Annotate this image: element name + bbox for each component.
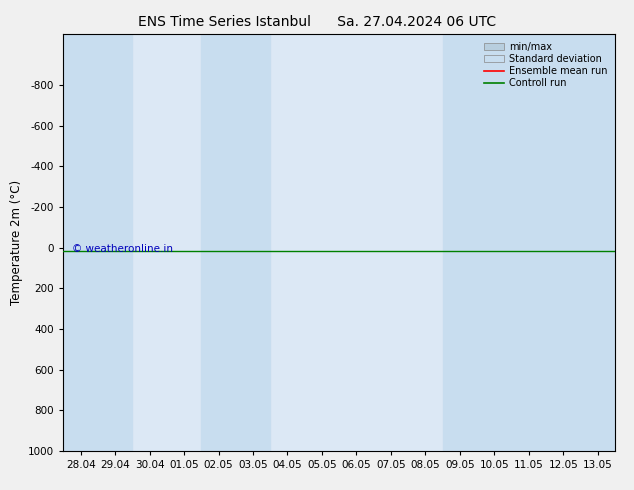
Bar: [443, 34, 615, 451]
Text: ENS Time Series Istanbul      Sa. 27.04.2024 06 UTC: ENS Time Series Istanbul Sa. 27.04.2024 …: [138, 15, 496, 29]
Y-axis label: Temperature 2m (°C): Temperature 2m (°C): [10, 180, 23, 305]
Bar: [63, 34, 133, 451]
Legend: min/max, Standard deviation, Ensemble mean run, Controll run: min/max, Standard deviation, Ensemble me…: [481, 39, 610, 91]
Bar: [202, 34, 270, 451]
Text: © weatheronline.in: © weatheronline.in: [72, 244, 172, 254]
